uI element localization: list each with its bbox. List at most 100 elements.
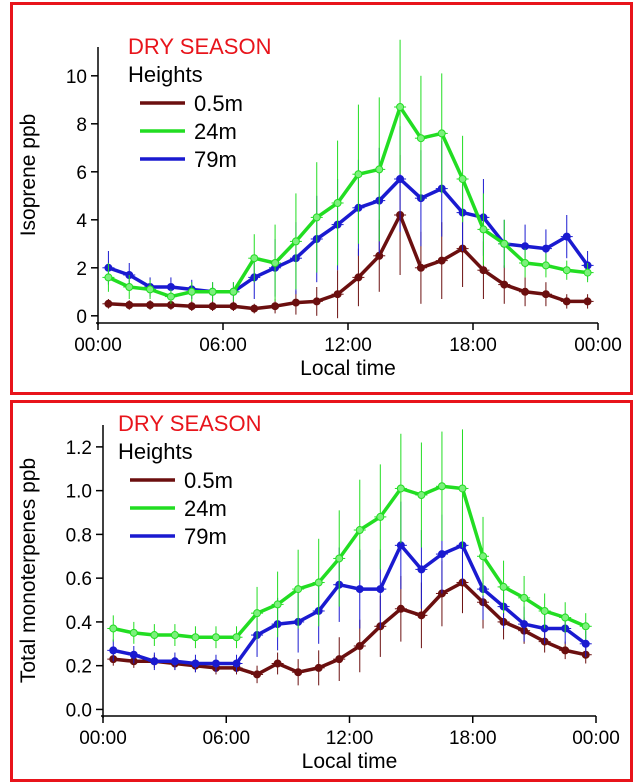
- series-line-79m: [107, 177, 590, 294]
- legend-label-79m: 79m: [194, 147, 237, 172]
- data-point: [354, 273, 363, 282]
- isoprene-chart-panel: 0 2 4 6 8 10 00:00 06:00 12:00 18:00 00:00 Local ti…: [10, 2, 633, 395]
- data-point: [253, 670, 262, 679]
- data-point: [333, 290, 342, 299]
- data-point: [396, 103, 405, 111]
- data-point: [125, 301, 134, 309]
- data-point: [335, 554, 344, 563]
- series-line-79m: [112, 543, 587, 666]
- data-point: [333, 199, 342, 207]
- y-tick-label: 8: [76, 115, 87, 136]
- x-tick-label: 06:00: [199, 335, 247, 356]
- data-point: [166, 292, 175, 301]
- data-point: [376, 585, 385, 594]
- x-tick-label: 00:00: [574, 335, 622, 356]
- data-point: [499, 582, 508, 591]
- y-tick-label: 0.4: [66, 613, 93, 634]
- x-tick-label: 12:00: [324, 335, 372, 356]
- data-point: [396, 604, 405, 613]
- y-axis-title: Total monoterpenes ppb: [17, 458, 40, 683]
- data-point: [562, 232, 571, 241]
- data-point: [520, 620, 529, 629]
- data-point: [211, 659, 220, 668]
- data-point: [271, 302, 280, 311]
- y-tick-label: 10: [66, 67, 87, 88]
- legend-label-0.5m: 0.5m: [194, 91, 243, 116]
- data-point: [273, 659, 282, 668]
- legend-label-24m: 24m: [184, 496, 227, 521]
- data-point: [521, 287, 530, 296]
- data-point: [521, 259, 530, 267]
- data-point: [540, 606, 549, 615]
- data-point: [376, 512, 385, 521]
- legend-title: Heights: [118, 439, 193, 464]
- monoterpenes-chart: 0.0 0.2 0.4 0.6 0.8 1.0 1.2 00:00 06:00 12:00 18:0…: [17, 411, 620, 773]
- data-point: [170, 657, 179, 666]
- legend-label-79m: 79m: [184, 524, 227, 549]
- data-point: [250, 254, 259, 263]
- data-point: [150, 631, 159, 640]
- data-point: [146, 285, 155, 294]
- data-point: [208, 302, 217, 311]
- data-point: [458, 175, 467, 183]
- data-point: [520, 593, 529, 602]
- data-point: [355, 641, 364, 650]
- data-point: [355, 585, 364, 594]
- y-tick-label: 1.2: [66, 438, 92, 459]
- y-axis-title: Isoprene ppb: [17, 114, 40, 237]
- data-point: [335, 655, 344, 664]
- x-tick-label: 00:00: [74, 335, 122, 356]
- data-point: [375, 165, 384, 174]
- data-point: [437, 482, 446, 491]
- legend-title: Heights: [128, 62, 203, 87]
- data-point: [191, 633, 200, 642]
- data-point: [437, 129, 446, 138]
- data-point: [417, 611, 426, 620]
- data-point: [109, 624, 118, 633]
- x-tick-label: 12:00: [326, 728, 374, 749]
- data-point: [232, 659, 241, 668]
- data-point: [312, 213, 321, 222]
- data-point: [271, 259, 280, 267]
- y-tick-label: 0.2: [66, 657, 92, 678]
- data-point: [458, 484, 467, 493]
- data-point: [541, 290, 550, 299]
- data-point: [187, 287, 196, 296]
- x-tick-label: 00:00: [572, 728, 620, 749]
- y-tick-label: 0.6: [66, 569, 92, 590]
- data-point: [150, 657, 159, 666]
- data-point: [146, 301, 155, 309]
- data-point: [416, 134, 425, 143]
- data-point: [229, 287, 238, 296]
- legend-label-24m: 24m: [194, 119, 237, 144]
- data-point: [416, 263, 425, 272]
- data-point: [417, 491, 426, 500]
- data-point: [314, 663, 323, 672]
- data-point: [125, 283, 134, 291]
- data-point: [129, 628, 138, 637]
- data-point: [253, 609, 262, 618]
- data-point: [273, 600, 282, 609]
- data-point: [187, 302, 196, 311]
- data-point: [104, 299, 113, 308]
- y-tick-label: 0.8: [66, 525, 92, 546]
- data-point: [354, 170, 363, 179]
- data-point: [479, 552, 488, 561]
- data-point: [232, 633, 241, 642]
- data-point: [129, 650, 138, 659]
- data-point: [561, 613, 570, 622]
- data-point: [541, 244, 550, 253]
- data-point: [208, 287, 217, 296]
- data-point: [396, 484, 405, 493]
- data-point: [229, 302, 238, 311]
- x-axis-title: Local time: [300, 357, 396, 380]
- data-point: [104, 273, 113, 282]
- data-point: [479, 225, 488, 234]
- data-point: [294, 585, 303, 594]
- data-point: [500, 239, 509, 248]
- data-point: [562, 266, 571, 275]
- data-point: [562, 297, 571, 306]
- x-tick-label: 18:00: [449, 728, 497, 749]
- y-tick-label: 6: [76, 163, 87, 184]
- x-tick-label: 00:00: [79, 728, 127, 749]
